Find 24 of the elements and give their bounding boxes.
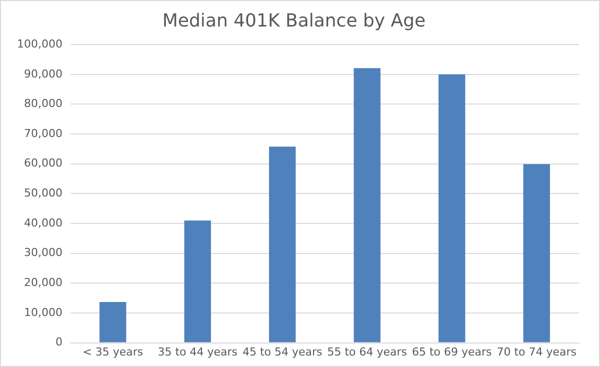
y-tick-label: 40,000 — [24, 216, 62, 230]
x-tick-label: 45 to 54 years — [242, 345, 323, 358]
y-tick-label: 30,000 — [24, 246, 62, 260]
y-tick-label: 10,000 — [24, 306, 62, 319]
x-tick-label: 70 to 74 years — [496, 345, 577, 358]
y-tick-label: 0 — [55, 336, 62, 349]
y-tick-label: 50,000 — [24, 186, 62, 200]
y-tick-label: 60,000 — [24, 156, 62, 170]
bar — [184, 220, 211, 342]
y-tick-label: 70,000 — [24, 126, 62, 140]
bar — [269, 146, 296, 342]
y-tick-label: 20,000 — [24, 276, 62, 290]
bar — [438, 74, 466, 342]
chart-title: Median 401K Balance by Age — [162, 10, 426, 32]
y-tick-label: 80,000 — [24, 97, 62, 110]
bar — [354, 68, 380, 342]
bar — [523, 164, 550, 342]
x-tick-label: 65 to 69 years — [412, 345, 492, 358]
x-tick-label: 35 to 44 years — [158, 345, 238, 358]
x-tick-label: < 35 years — [82, 345, 144, 358]
bar — [100, 302, 126, 342]
y-tick-label: 90,000 — [24, 67, 62, 80]
x-tick-label: 55 to 64 years — [327, 345, 408, 358]
y-tick-label: 100,000 — [16, 37, 62, 50]
